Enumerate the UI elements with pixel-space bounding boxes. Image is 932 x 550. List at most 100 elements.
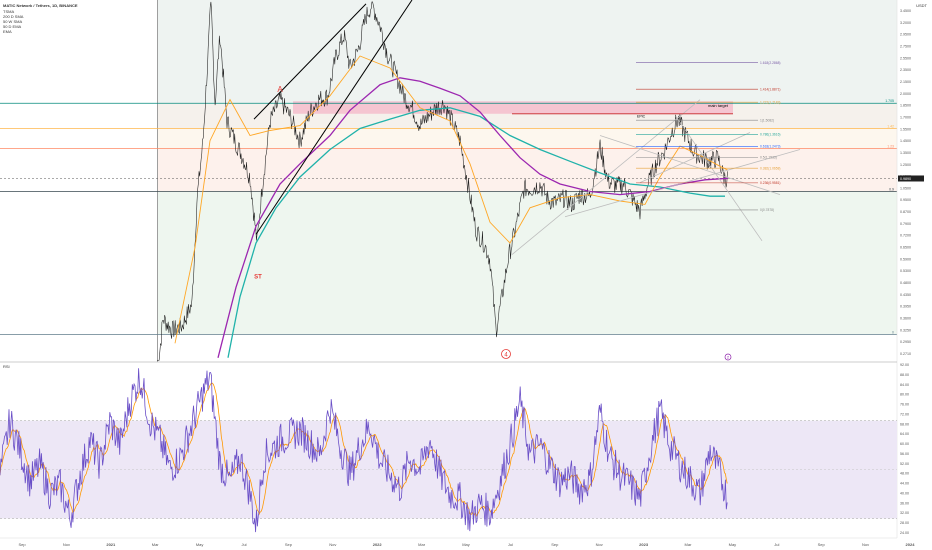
annotation-st: ST (254, 274, 262, 280)
channel-line-4 (599, 135, 781, 196)
level-label-4: 0 (892, 330, 894, 334)
rsi-tick-1: 88.00 (900, 373, 909, 377)
fib-label-2: 1.272(1.7183) (760, 100, 781, 104)
last-price-value: 0.9890 (900, 177, 911, 181)
fib-label-1: 1.414(1.8871) (760, 88, 781, 92)
indicator-label-2[interactable]: 200 D SMA (3, 14, 24, 19)
zone-lowmid (157, 148, 897, 192)
time-tick-12: Sep (551, 542, 559, 547)
price-tick-3: 2.7500 (900, 44, 911, 48)
price-tick-19: 0.7200 (900, 234, 911, 238)
zone-low (157, 191, 897, 335)
price-tick-12: 1.3500 (900, 151, 911, 155)
rsi-tick-4: 76.00 (900, 403, 909, 407)
time-tick-1: Nov (63, 542, 70, 547)
indicator-label-5[interactable]: EMA (3, 29, 12, 34)
fib-label-6: 0.5(1.1533) (760, 156, 777, 160)
annotation-a: A (277, 85, 283, 94)
rsi-tick-17: 24.00 (900, 531, 909, 535)
zone-top (157, 0, 897, 104)
price-tick-6: 2.1500 (900, 80, 911, 84)
price-tick-15: 1.0500 (900, 186, 911, 190)
price-tick-9: 1.7000 (900, 115, 911, 119)
time-tick-0: Sep (18, 542, 26, 547)
ema-50-line (174, 55, 729, 344)
fib-label-3: 1(1.5082) (760, 118, 774, 122)
price-tick-0: 3.4500 (900, 9, 911, 13)
zone-left-border (157, 0, 158, 362)
annotation-main-target: main target (708, 103, 729, 108)
rsi-tick-16: 28.00 (900, 521, 909, 525)
time-tick-6: Sep (285, 542, 293, 547)
time-tick-10: May (462, 542, 470, 547)
price-line (157, 1, 728, 361)
price-tick-21: 0.5900 (900, 257, 911, 261)
channel-line-1 (511, 99, 701, 255)
time-tick-3: Mar (152, 542, 160, 547)
price-tick-25: 0.3950 (900, 305, 911, 309)
level-label-1: 1.42 (887, 125, 894, 129)
price-tick-5: 2.3500 (900, 68, 911, 72)
rsi-tick-6: 68.00 (900, 422, 909, 426)
indicator-label-4[interactable]: 50 D EMA (3, 24, 22, 29)
price-tick-11: 1.4500 (900, 139, 911, 143)
price-tick-27: 0.3250 (900, 328, 911, 332)
rsi-ma-line (0, 382, 728, 518)
time-tick-8: 2022 (373, 542, 383, 547)
wave2-label: 2 (727, 355, 730, 360)
price-axis-bg (897, 0, 932, 550)
price-tick-23: 0.4800 (900, 281, 911, 285)
price-tick-26: 0.3600 (900, 317, 911, 321)
rsi-tick-12: 44.00 (900, 482, 909, 486)
rsi-tick-7: 64.00 (900, 432, 909, 436)
price-tick-13: 1.2500 (900, 163, 911, 167)
trendline-upper (253, 3, 367, 120)
price-tick-16: 0.9500 (900, 198, 911, 202)
price-tick-7: 2.0000 (900, 92, 911, 96)
fib-label-8: 0.236(0.9581) (760, 181, 781, 185)
time-tick-5: Jul (241, 542, 246, 547)
fib-label-4: 0.786(1.3616) (760, 133, 781, 137)
price-tick-22: 0.5300 (900, 269, 911, 273)
rsi-tick-5: 72.00 (900, 412, 909, 416)
price-tick-2: 2.9500 (900, 33, 911, 37)
price-tick-8: 1.8500 (900, 104, 911, 108)
rsi-line (0, 368, 728, 533)
time-tick-13: Nov (596, 542, 603, 547)
rsi-tick-3: 80.00 (900, 393, 909, 397)
level-label-0: 1.705 (885, 99, 894, 103)
trendline-lower (255, 0, 413, 235)
price-tick-10: 1.5500 (900, 127, 911, 131)
zone-mid (157, 128, 897, 149)
price-tick-17: 0.8700 (900, 210, 911, 214)
price-tick-1: 3.2000 (900, 21, 911, 25)
price-series (157, 1, 728, 361)
fib-label-9: 0(0.7878) (760, 208, 774, 212)
fib-label-5: 0.618(1.2473) (760, 145, 781, 149)
price-tick-18: 0.7900 (900, 222, 911, 226)
rsi-tick-13: 40.00 (900, 491, 909, 495)
annotation-epic: EPIC (637, 114, 646, 118)
level-label-3: 0.9 (889, 188, 894, 192)
level-label-2: 1.23 (887, 144, 894, 148)
price-tick-4: 2.5500 (900, 56, 911, 60)
time-tick-2: 2021 (106, 542, 116, 547)
rsi-label: RSI (3, 364, 10, 369)
wave4-circle (501, 349, 511, 359)
indicator-label-1[interactable]: TSMA (3, 9, 15, 14)
time-tick-7: Nov (329, 542, 336, 547)
rsi-tick-15: 32.00 (900, 511, 909, 515)
time-tick-15: Mar (685, 542, 693, 547)
channel-line-3 (675, 116, 763, 242)
price-tick-20: 0.6500 (900, 246, 911, 250)
time-tick-4: May (196, 542, 204, 547)
indicator-label-3[interactable]: 50 W SMA (3, 19, 23, 24)
rsi-tick-10: 52.00 (900, 462, 909, 466)
wave4-label: 4 (504, 353, 508, 359)
wave2-circle (724, 353, 732, 361)
time-tick-9: Mar (418, 542, 426, 547)
symbol-title: MATIC Network / Tethers, 1D, BINANCE (3, 3, 78, 8)
fib-label-7: 0.382(1.0658) (760, 166, 781, 170)
